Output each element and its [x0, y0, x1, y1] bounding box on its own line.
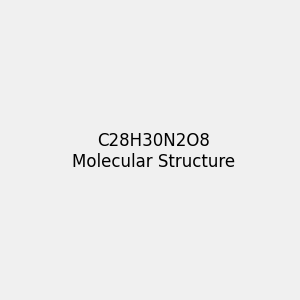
Text: C28H30N2O8
Molecular Structure: C28H30N2O8 Molecular Structure [72, 132, 235, 171]
